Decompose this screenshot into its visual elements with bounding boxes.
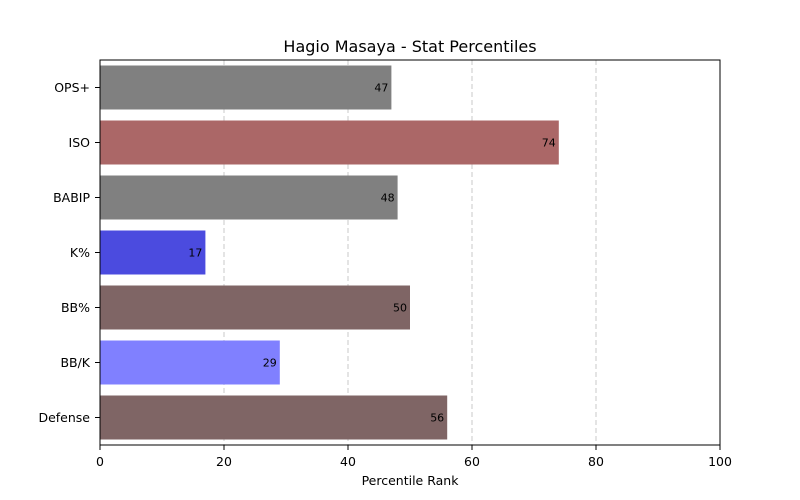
y-tick-labels: OPS+ ISO BABIP K% BB% BB/K Defense [38, 80, 100, 425]
x-tick-label: 100 [708, 454, 732, 469]
data-label: 56 [430, 412, 444, 425]
gridlines [223, 60, 597, 445]
x-tick-label: 80 [588, 454, 604, 469]
data-label: 74 [542, 137, 556, 150]
bar [100, 340, 280, 385]
bar [100, 120, 559, 165]
bar [100, 230, 206, 275]
data-label: 47 [374, 82, 388, 95]
data-label: 29 [263, 357, 277, 370]
bar [100, 395, 448, 440]
x-tick-label: 60 [464, 454, 480, 469]
x-ticks: 0 20 40 60 80 100 [96, 445, 732, 469]
bar [100, 65, 392, 110]
y-tick-label: K% [70, 245, 90, 260]
y-tick-label: ISO [69, 135, 91, 150]
x-tick-label: 20 [216, 454, 232, 469]
chart-title: Hagio Masaya - Stat Percentiles [283, 37, 536, 56]
x-tick-label: 40 [340, 454, 356, 469]
x-tick-label: 0 [96, 454, 104, 469]
bar [100, 285, 410, 330]
bar [100, 175, 398, 220]
plot-frame [99, 59, 721, 446]
x-axis-label: Percentile Rank [362, 473, 460, 488]
y-tick-label: BB/K [60, 355, 90, 370]
y-tick-label: Defense [38, 410, 90, 425]
data-label: 17 [188, 247, 202, 260]
y-tick-label: BABIP [53, 190, 90, 205]
bars: 47 74 48 17 50 29 56 [100, 65, 559, 440]
y-tick-label: OPS+ [54, 80, 90, 95]
y-tick-label: BB% [61, 300, 90, 315]
data-label: 50 [393, 302, 407, 315]
data-label: 48 [381, 192, 395, 205]
